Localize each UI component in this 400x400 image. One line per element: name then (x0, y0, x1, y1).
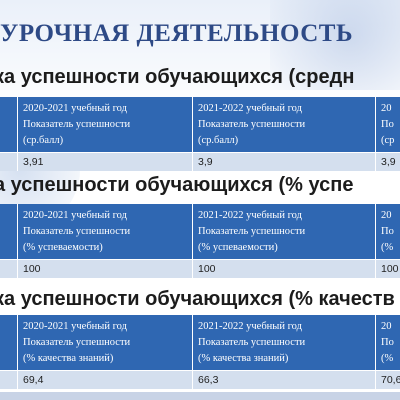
table-knowledge-quality: 2020-2021 учебный год Показатель успешно… (0, 315, 400, 389)
header-cell-2020-2021: 2020-2021 учебный год Показатель успешно… (17, 97, 193, 153)
header-year: 20 (381, 321, 392, 332)
header-cell-empty (0, 204, 18, 260)
table-row: 69,4 66,3 70,6 (0, 370, 400, 389)
header-year: 2020-2021 учебный год (23, 321, 127, 332)
header-year: 2020-2021 учебный год (23, 103, 127, 114)
header-cell-next-year: 20 По (ср (375, 97, 400, 153)
row-cell-empty (0, 259, 18, 278)
table-row: 100 100 100 (0, 259, 400, 278)
row-cell-empty (0, 152, 18, 171)
section-heading-knowledge-quality: ка успешности обучающихся (% качеств (0, 288, 395, 310)
header-label: По (381, 337, 394, 348)
header-cell-empty (0, 315, 18, 371)
header-year: 2020-2021 учебный год (23, 210, 127, 221)
page-title: УРОЧНАЯ ДЕЯТЕЛЬНОСТЬ (0, 20, 354, 47)
header-year: 2021-2022 учебный год (198, 103, 302, 114)
header-cell-2021-2022: 2021-2022 учебный год Показатель успешно… (192, 97, 376, 153)
header-unit: (ср (381, 135, 395, 146)
header-year: 20 (381, 103, 392, 114)
value-cell: 3,91 (17, 152, 193, 171)
header-cell-empty (0, 97, 18, 153)
header-label: Показатель успешности (198, 226, 306, 237)
value-cell: 70,6 (375, 370, 400, 389)
header-cell-next-year: 20 По (% (375, 204, 400, 260)
header-unit: (% (381, 353, 394, 364)
table-average-score: 2020-2021 учебный год Показатель успешно… (0, 97, 400, 171)
header-year: 2021-2022 учебный год (198, 210, 302, 221)
header-unit: (% успеваемости) (23, 242, 103, 253)
header-cell-next-year: 20 По (% (375, 315, 400, 371)
header-label: Показатель успешности (23, 119, 131, 130)
header-unit: (ср.балл) (198, 135, 239, 146)
table-row: 3,91 3,9 3,9 (0, 152, 400, 171)
bottom-band (0, 392, 400, 400)
header-label: Показатель успешности (198, 337, 306, 348)
section-heading-pass-rate: а успешности обучающихся (% успе (0, 174, 354, 196)
header-unit: (ср.балл) (23, 135, 64, 146)
section-heading-average-score: ка успешности обучающихся (средн (0, 66, 355, 88)
header-label: По (381, 119, 394, 130)
header-unit: (% качества знаний) (23, 353, 114, 364)
value-cell: 3,9 (375, 152, 400, 171)
header-label: Показатель успешности (23, 226, 131, 237)
table-header-row: 2020-2021 учебный год Показатель успешно… (0, 204, 400, 260)
header-unit: (% (381, 242, 394, 253)
header-label: Показатель успешности (23, 337, 131, 348)
header-unit: (% качества знаний) (198, 353, 289, 364)
value-cell: 100 (17, 259, 193, 278)
table-header-row: 2020-2021 учебный год Показатель успешно… (0, 315, 400, 371)
header-cell-2020-2021: 2020-2021 учебный год Показатель успешно… (17, 204, 193, 260)
header-cell-2020-2021: 2020-2021 учебный год Показатель успешно… (17, 315, 193, 371)
header-year: 20 (381, 210, 392, 221)
value-cell: 100 (375, 259, 400, 278)
table-pass-rate: 2020-2021 учебный год Показатель успешно… (0, 204, 400, 278)
header-label: Показатель успешности (198, 119, 306, 130)
value-cell: 100 (192, 259, 376, 278)
header-year: 2021-2022 учебный год (198, 321, 302, 332)
row-cell-empty (0, 370, 18, 389)
value-cell: 69,4 (17, 370, 193, 389)
header-label: По (381, 226, 394, 237)
header-cell-2021-2022: 2021-2022 учебный год Показатель успешно… (192, 315, 376, 371)
value-cell: 3,9 (192, 152, 376, 171)
header-unit: (% успеваемости) (198, 242, 278, 253)
value-cell: 66,3 (192, 370, 376, 389)
table-header-row: 2020-2021 учебный год Показатель успешно… (0, 97, 400, 153)
header-cell-2021-2022: 2021-2022 учебный год Показатель успешно… (192, 204, 376, 260)
